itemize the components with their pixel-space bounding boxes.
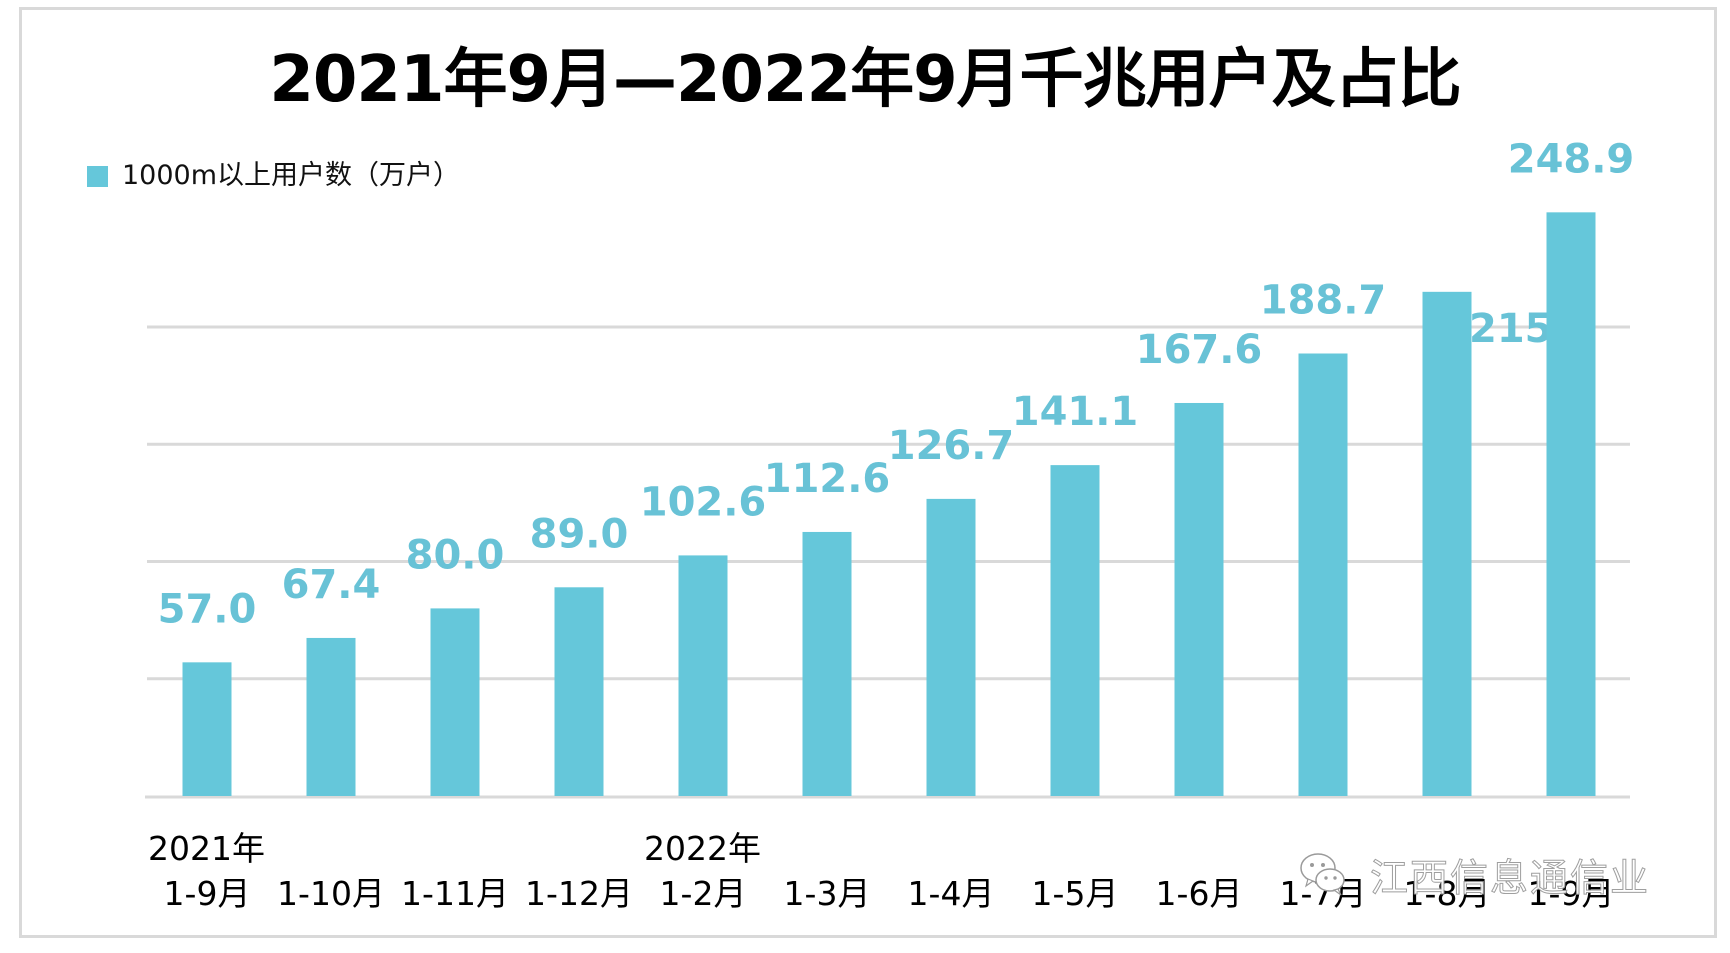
data-label: 248.9 <box>1508 136 1635 182</box>
bar <box>554 587 604 796</box>
x-tick-label: 1-6月 <box>1156 874 1243 913</box>
data-label: 89.0 <box>530 511 629 557</box>
bar <box>306 637 356 796</box>
x-tick-label: 1-10月 <box>277 874 385 913</box>
gridlines <box>145 325 1630 799</box>
x-year-label: 2022年 <box>644 829 761 868</box>
x-axis: 1-9月 1-10月 1-11月 1-12月 1-2月 1-3月 1-4月 1-5月 1-6月 1… <box>148 829 1614 913</box>
bar <box>1298 353 1348 796</box>
data-label: 167.6 <box>1136 327 1263 373</box>
chart-title: 2021年9月—2022年9月千兆用户及占比 <box>269 43 1461 117</box>
bar <box>1174 402 1224 796</box>
data-label: 57.0 <box>158 586 257 632</box>
data-label: 102.6 <box>640 479 767 525</box>
x-tick-label: 1-4月 <box>908 874 995 913</box>
bar <box>802 531 852 796</box>
bar <box>430 608 480 796</box>
bar <box>1422 291 1472 796</box>
x-tick-label: 1-12月 <box>525 874 633 913</box>
x-tick-label: 1-5月 <box>1032 874 1119 913</box>
data-label: 141.1 <box>1012 389 1139 435</box>
data-label: 80.0 <box>406 532 505 578</box>
data-label: 67.4 <box>282 562 381 608</box>
x-tick-label: 1-3月 <box>784 874 871 913</box>
x-year-label: 2021年 <box>148 829 265 868</box>
bar <box>1050 465 1100 796</box>
x-tick-label: 1-9月 <box>164 874 251 913</box>
x-tick-label: 1-7月 <box>1280 874 1367 913</box>
data-label: 126.7 <box>888 423 1015 469</box>
x-tick-label: 1-2月 <box>660 874 747 913</box>
x-tick-label: 1-8月 <box>1404 874 1491 913</box>
legend-label: 1000m以上用户数（万户） <box>122 160 461 191</box>
data-label: 112.6 <box>764 456 891 502</box>
bar <box>678 555 728 796</box>
bar <box>182 662 232 796</box>
legend: 1000m以上用户数（万户） <box>87 160 460 192</box>
legend-swatch <box>87 165 108 187</box>
x-tick-label: 1-9月 <box>1528 874 1615 913</box>
data-label: 188.7 <box>1260 277 1387 323</box>
bar <box>926 498 976 796</box>
bar <box>1546 212 1596 797</box>
x-tick-label: 1-11月 <box>401 874 509 913</box>
